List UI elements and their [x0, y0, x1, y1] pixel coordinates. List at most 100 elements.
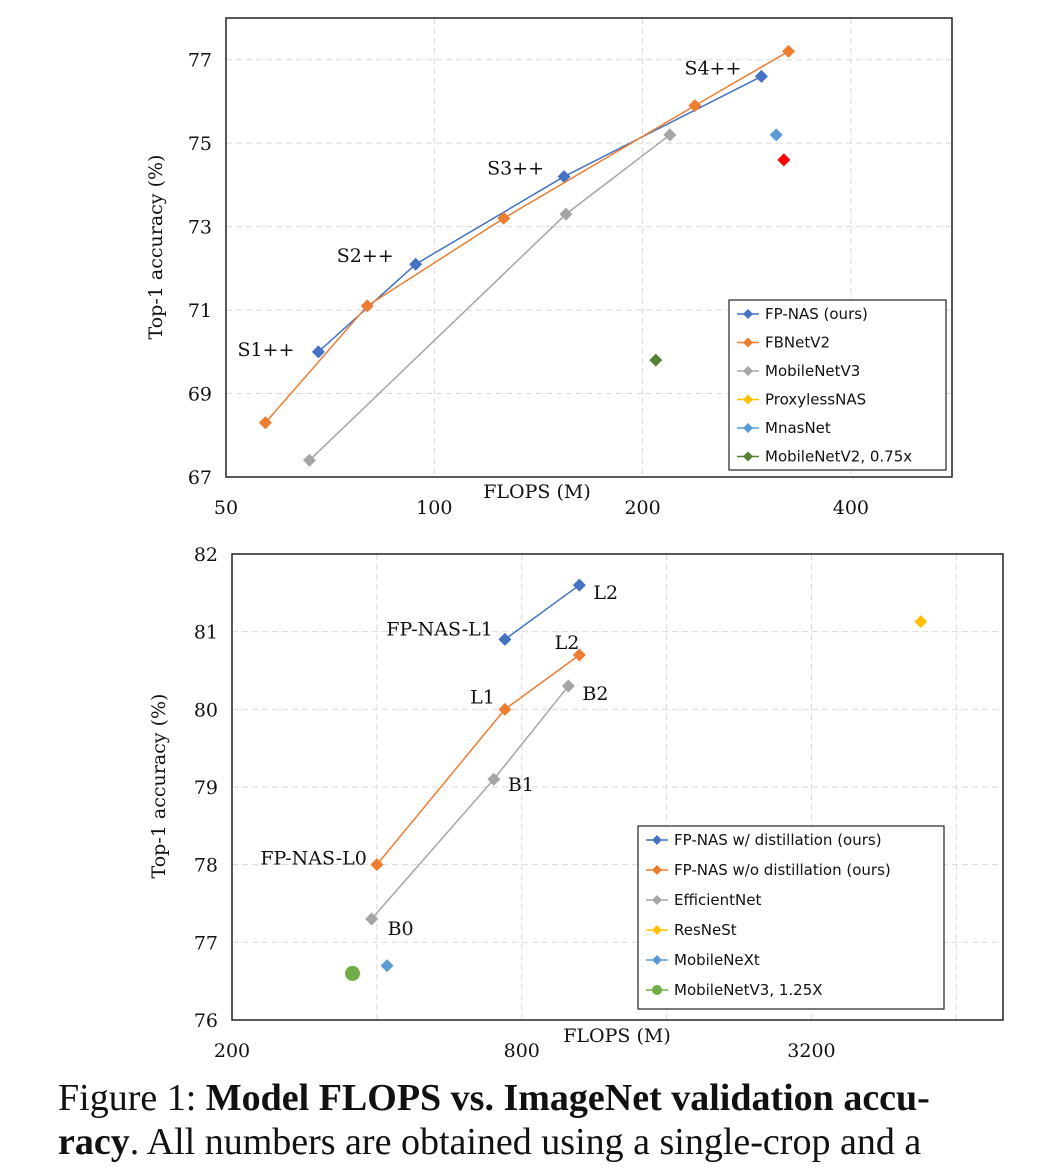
legend-entry: FP-NAS w/o distillation (ours): [674, 861, 891, 879]
legend-entry: MobileNetV3, 1.25X: [674, 981, 823, 999]
legend: FP-NAS (ours) FBNetV2 MobileNetV3 Proxyless…: [728, 299, 947, 471]
data-point: [914, 615, 928, 629]
data-point: [258, 416, 272, 430]
legend-entry: FBNetV2: [765, 334, 830, 352]
figure-charts: 67 69 71 73 75 77 50 100 200 400 FLOPS (M) Top-1 ac…: [145, 17, 1004, 1062]
data-point: [380, 959, 394, 973]
figure-caption: Figure 1: Model FLOPS vs. ImageNet valid…: [58, 1076, 1038, 1164]
data-point: [777, 153, 791, 167]
x-tick-label: 3200: [787, 1040, 835, 1062]
legend-swatch-marker: [652, 865, 662, 875]
y-tick-label: 73: [188, 217, 212, 239]
data-point: [572, 578, 586, 592]
x-tick-label: 100: [416, 497, 452, 519]
series-efficientnet: B0 B1 B2: [365, 679, 608, 940]
data-point: [345, 965, 361, 981]
x-tick-label: 800: [504, 1040, 540, 1062]
plot-frame: [225, 17, 953, 478]
x-tick-label: 200: [214, 1040, 250, 1062]
y-tick-label: 81: [194, 622, 218, 644]
chart-top: 67 69 71 73 75 77 50 100 200 400 FLOPS (M) Top-1 ac…: [145, 17, 953, 519]
legend-entry: MobileNeXt: [674, 951, 760, 969]
data-label: L2: [555, 632, 580, 654]
caption-rest: . All numbers are obtained using a singl…: [129, 1121, 922, 1163]
series-line: [504, 584, 580, 641]
y-tick-label: 82: [194, 544, 218, 566]
data-point: [559, 207, 573, 221]
plot-frame: [231, 553, 1004, 1021]
legend-entry: MnasNet: [765, 419, 831, 437]
y-tick-label: 79: [194, 777, 218, 799]
x-tick-label: 200: [624, 497, 660, 519]
y-tick-label: 77: [194, 932, 218, 954]
legend-entry: MobileNetV3: [765, 362, 860, 380]
data-point: [302, 453, 316, 467]
y-tick-label: 69: [188, 384, 212, 406]
data-point: [561, 679, 575, 693]
data-label: B0: [388, 918, 414, 940]
data-label: B2: [582, 683, 608, 705]
series-fbnetv2: [258, 44, 795, 430]
data-point: [663, 128, 677, 142]
series-fp-nas-ours: S1++ S2++ S3++ S4++: [237, 57, 768, 361]
legend-swatch-marker: [743, 309, 753, 319]
y-tick-label: 77: [188, 50, 212, 72]
series-mnasnet: [769, 128, 783, 142]
legend-entry: ProxylessNAS: [765, 391, 866, 409]
series-line: [308, 134, 671, 461]
caption-bold-cont: racy: [58, 1121, 130, 1163]
data-label: S1++: [237, 339, 294, 361]
series-proxylessnas: [777, 153, 791, 167]
legend-swatch-marker: [652, 955, 662, 965]
legend-box: [728, 299, 947, 471]
legend-entry: FP-NAS w/ distillation (ours): [674, 831, 882, 849]
legend: FP-NAS w/ distillation (ours) FP-NAS w/o …: [637, 825, 945, 1010]
data-label: S3++: [487, 158, 544, 180]
series-mobilenetv3-1-25x: [345, 965, 361, 981]
y-tick-label: 78: [194, 855, 218, 877]
legend-swatch-marker: [743, 451, 753, 462]
x-axis-label: FLOPS (M): [483, 481, 591, 503]
y-tick-label: 80: [194, 699, 218, 721]
data-label: L1: [470, 686, 495, 708]
data-point: [754, 69, 768, 83]
data-point: [557, 170, 571, 184]
data-point: [769, 128, 783, 142]
data-point: [497, 211, 511, 225]
legend-swatch-marker: [743, 366, 753, 376]
data-point: [572, 648, 586, 662]
series-mobilenext: [380, 959, 394, 973]
y-tick-label: 76: [194, 1010, 218, 1032]
caption-prefix: Figure 1:: [58, 1077, 206, 1119]
x-tick-label: 50: [214, 497, 238, 519]
legend-swatch-marker: [652, 925, 662, 935]
data-point: [498, 702, 512, 716]
data-label: FP-NAS-L0: [260, 848, 367, 870]
data-label: FP-NAS-L1: [386, 618, 493, 640]
y-axis-label: Top-1 accuracy (%): [145, 155, 167, 340]
legend-swatch-marker: [652, 835, 662, 845]
series-fp-nas-w-o-distillation-ours: FP-NAS-L0 L1 L2: [260, 632, 586, 872]
legend-entry: EfficientNet: [674, 891, 761, 909]
data-point: [370, 858, 384, 872]
data-label: B1: [508, 774, 534, 796]
data-point: [365, 912, 379, 926]
data-point: [649, 353, 663, 367]
legend-box: [637, 825, 945, 1010]
y-axis-label: Top-1 accuracy (%): [148, 694, 170, 879]
series-mobilenetv3: [302, 128, 677, 467]
x-axis-label: FLOPS (M): [563, 1025, 671, 1047]
chart-bottom: 76 77 78 79 80 81 82 200 800 3200 FLOPS (M) Top-1 a…: [148, 544, 1004, 1062]
legend-swatch-marker: [652, 895, 662, 905]
series-resnest: [914, 615, 928, 629]
legend-swatch-marker: [743, 337, 753, 348]
data-label: L2: [593, 582, 618, 604]
legend-swatch-marker: [743, 423, 753, 433]
data-point: [688, 99, 702, 113]
legend-entry: MobileNetV2, 0.75x: [765, 448, 912, 466]
legend-entry: ResNeSt: [674, 921, 737, 939]
y-tick-label: 75: [188, 133, 212, 155]
legend-entry: FP-NAS (ours): [765, 305, 868, 323]
series-mobilenetv2-0-75x: [649, 353, 663, 367]
data-label: S2++: [337, 245, 394, 267]
